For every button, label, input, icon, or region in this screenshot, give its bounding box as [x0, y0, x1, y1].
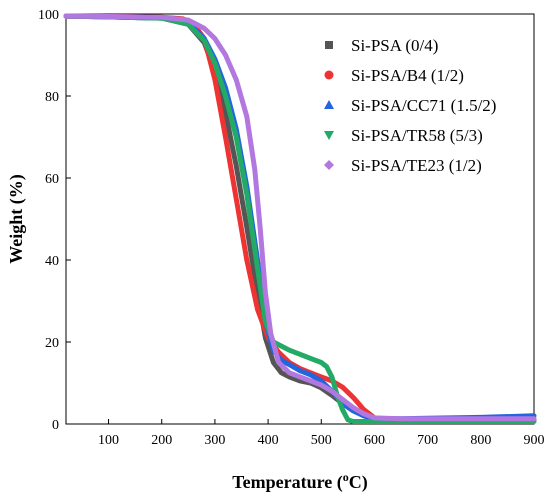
legend-marker-2 — [324, 100, 334, 109]
y-tick-label-40: 40 — [45, 254, 59, 269]
x-axis-title-tail: C) — [349, 472, 368, 493]
x-axis-title-sup: o — [343, 470, 349, 484]
legend-marker-4 — [324, 160, 334, 170]
legend-label-4: Si-PSA/TE23 (1/2) — [351, 156, 482, 175]
tick-labels: 100 200 300 400 500 600 700 800 900 0 20 40 60 80 100 — [38, 8, 545, 448]
legend: Si-PSA (0/4) Si-PSA/B4 (1/2) Si-PSA/CC71 (… — [324, 36, 496, 175]
series-line-4 — [63, 13, 537, 422]
legend-label-0: Si-PSA (0/4) — [351, 36, 438, 55]
y-tick-label-60: 60 — [45, 172, 59, 187]
legend-marker-0 — [325, 41, 333, 49]
x-axis-title: Temperature (oC) — [232, 470, 367, 493]
y-tick-label-100: 100 — [38, 8, 59, 23]
x-tick-label-600: 600 — [364, 433, 385, 448]
series-line-3 — [63, 13, 537, 424]
y-tick-label-80: 80 — [45, 90, 59, 105]
x-tick-label-800: 800 — [470, 433, 491, 448]
x-tick-label-300: 300 — [204, 433, 225, 448]
legend-label-1: Si-PSA/B4 (1/2) — [351, 66, 464, 85]
legend-label-3: Si-PSA/TR58 (5/3) — [351, 126, 483, 145]
x-tick-label-400: 400 — [258, 433, 279, 448]
x-tick-label-200: 200 — [151, 433, 172, 448]
y-tick-label-20: 20 — [45, 336, 59, 351]
legend-label-2: Si-PSA/CC71 (1.5/2) — [351, 96, 496, 115]
x-axis-title-main: Temperature ( — [232, 472, 342, 493]
y-tick-label-0: 0 — [52, 418, 59, 433]
series-lines — [63, 13, 537, 424]
x-tick-label-100: 100 — [98, 433, 119, 448]
y-axis-title: Weight (%) — [6, 174, 27, 264]
legend-marker-3 — [324, 131, 334, 140]
plot-frame — [65, 13, 535, 425]
x-tick-label-900: 900 — [524, 433, 545, 448]
x-tick-label-500: 500 — [311, 433, 332, 448]
x-tick-label-700: 700 — [417, 433, 438, 448]
legend-marker-1 — [324, 70, 334, 80]
